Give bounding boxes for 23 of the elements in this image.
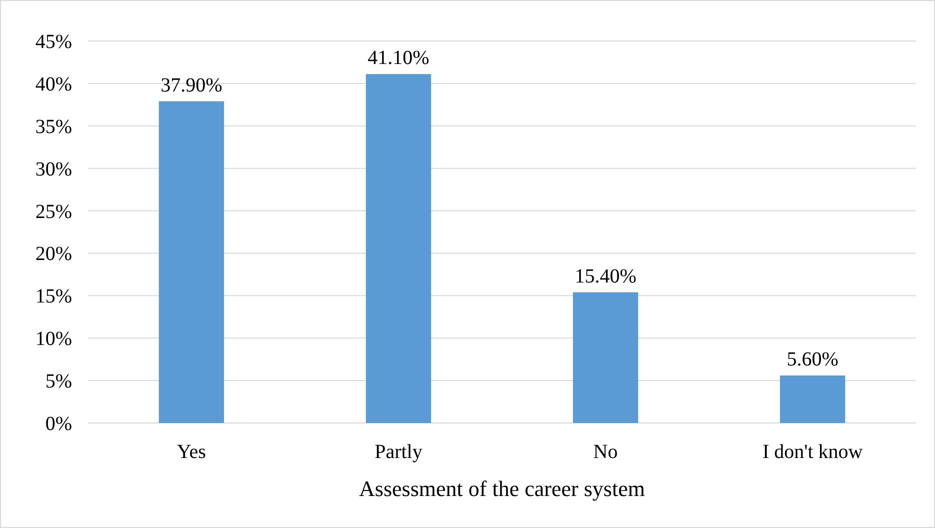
y-tick-label: 10% xyxy=(35,328,72,350)
x-axis-title: Assessment of the career system xyxy=(359,476,645,501)
y-tick-label: 20% xyxy=(35,243,72,266)
bar xyxy=(780,375,846,423)
y-tick-label: 25% xyxy=(35,200,72,223)
y-tick-label: 0% xyxy=(45,413,72,435)
data-label: 37.90% xyxy=(160,74,222,96)
y-tick-label: 15% xyxy=(35,286,72,308)
x-tick-label: No xyxy=(593,441,618,463)
y-tick-label: 5% xyxy=(45,370,72,393)
x-tick-label: I don't know xyxy=(762,441,864,463)
y-tick-label: 45% xyxy=(35,31,72,53)
bar xyxy=(366,74,432,423)
data-label: 15.40% xyxy=(574,265,636,288)
y-tick-label: 35% xyxy=(35,116,72,138)
x-tick-label: Partly xyxy=(374,441,422,463)
bar xyxy=(572,292,638,423)
y-tick-label: 30% xyxy=(35,158,72,180)
data-label: 41.10% xyxy=(368,47,430,70)
data-label: 5.60% xyxy=(786,348,838,370)
y-tick-label: 40% xyxy=(35,73,72,96)
x-tick-label: Yes xyxy=(176,441,206,463)
bar xyxy=(158,101,224,423)
